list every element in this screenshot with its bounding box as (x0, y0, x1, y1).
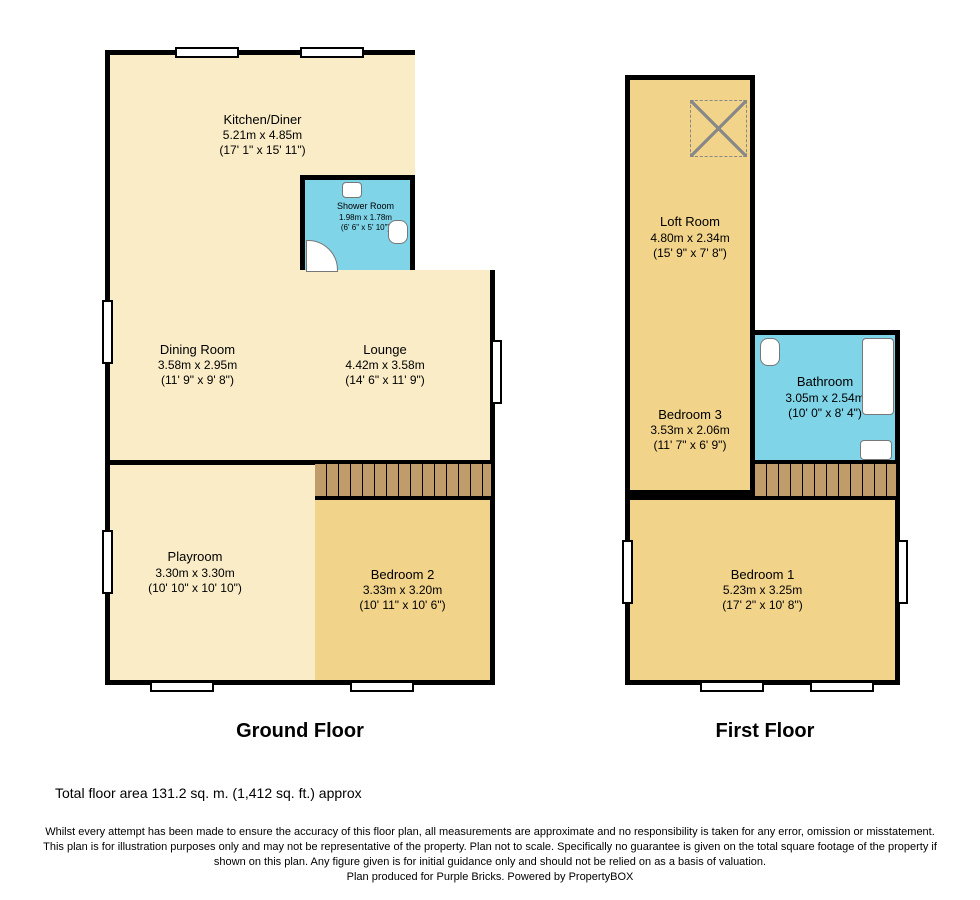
room-label: Bedroom 1 (731, 567, 795, 583)
window-icon (175, 47, 239, 58)
room-label: Bathroom (797, 374, 853, 390)
window-icon (897, 540, 908, 604)
room-dim: 4.80m x 2.34m (650, 231, 729, 246)
room-imp: (10' 0" x 8' 4") (788, 406, 862, 421)
sink-icon (860, 440, 892, 460)
room-imp: (10' 10" x 10' 10") (148, 581, 242, 596)
disclaimer: Whilst every attempt has been made to en… (40, 825, 940, 884)
room-label: Loft Room (650, 214, 729, 230)
window-icon (350, 681, 414, 692)
room-label: Dining Room (160, 342, 235, 358)
sink-icon (342, 182, 362, 198)
bathtub-icon (862, 338, 894, 415)
room-imp: (11' 7" x 6' 9") (650, 438, 729, 453)
room-dim: 4.42m x 3.58m (345, 358, 424, 373)
room-dim: 3.05m x 2.54m (785, 391, 864, 406)
room-lounge: Lounge 4.42m x 3.58m (14' 6" x 11' 9") (280, 270, 495, 465)
room-dim: 1.98m x 1.78m (337, 213, 394, 223)
window-icon (810, 681, 874, 692)
room-bed3: Bedroom 3 3.53m x 2.06m (11' 7" x 6' 9") (625, 330, 755, 495)
room-dim: 3.58m x 2.95m (158, 358, 237, 373)
floor-label-ground: Ground Floor (200, 720, 400, 743)
room-bed2: Bedroom 2 3.33m x 3.20m (10' 11" x 10' 6… (310, 495, 495, 685)
window-icon (300, 47, 364, 58)
floor-label-first: First Floor (680, 720, 850, 743)
room-imp: (6' 6" x 5' 10") (337, 223, 394, 233)
stairs-first (750, 460, 900, 500)
room-label: Shower Room (337, 201, 394, 212)
credit-text: Plan produced for Purple Bricks. Powered… (347, 871, 634, 883)
room-imp: (17' 1" x 15' 11") (219, 143, 305, 158)
floorplan-canvas: Kitchen/Diner 5.21m x 4.85m (17' 1" x 15… (0, 0, 980, 900)
toilet-icon (388, 220, 408, 244)
room-bed1: Bedroom 1 5.23m x 3.25m (17' 2" x 10' 8"… (625, 495, 900, 685)
room-imp: (15' 9" x 7' 8") (650, 246, 729, 261)
room-dining: Dining Room 3.58m x 2.95m (11' 9" x 9' 8… (105, 270, 285, 465)
window-icon (491, 340, 502, 404)
room-imp: (17' 2" x 10' 8") (722, 598, 802, 613)
room-label: Bedroom 2 (371, 567, 435, 583)
total-area: Total floor area 131.2 sq. m. (1,412 sq.… (55, 785, 362, 801)
room-dim: 3.30m x 3.30m (155, 566, 234, 581)
disclaimer-text: Whilst every attempt has been made to en… (43, 826, 937, 868)
window-icon (150, 681, 214, 692)
window-icon (102, 300, 113, 364)
window-icon (102, 530, 113, 594)
room-imp: (11' 9" x 9' 8") (161, 373, 234, 388)
room-label: Bedroom 3 (650, 407, 729, 423)
room-label: Lounge (363, 342, 406, 358)
room-dim: 3.33m x 3.20m (363, 583, 442, 598)
room-label: Kitchen/Diner (219, 112, 305, 128)
hall-ground (280, 460, 315, 685)
room-label: Playroom (168, 549, 223, 565)
room-playroom: Playroom 3.30m x 3.30m (10' 10" x 10' 10… (105, 460, 285, 685)
room-imp: (10' 11" x 10' 6") (359, 598, 445, 613)
room-imp: (14' 6" x 11' 9") (345, 373, 425, 388)
loft-hatch-icon (690, 100, 747, 157)
room-dim: 5.21m x 4.85m (219, 128, 305, 143)
room-dim: 5.23m x 3.25m (723, 583, 802, 598)
window-icon (622, 540, 633, 604)
room-dim: 3.53m x 2.06m (650, 423, 729, 438)
stairs-ground (310, 460, 495, 500)
toilet-icon (760, 338, 780, 366)
window-icon (700, 681, 764, 692)
